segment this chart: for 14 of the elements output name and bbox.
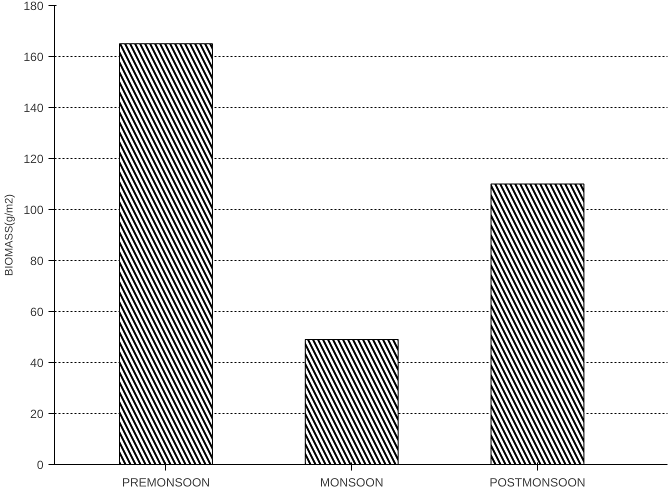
y-tick-label: 20 xyxy=(30,407,44,421)
y-tick-label: 180 xyxy=(23,0,44,13)
x-tick-label: POSTMONSOON xyxy=(489,476,586,490)
x-tick-label: PREMONSOON xyxy=(122,476,210,490)
y-tick-label: 120 xyxy=(23,152,44,166)
y-tick-label: 40 xyxy=(30,356,44,370)
x-tick-label: MONSOON xyxy=(320,476,384,490)
y-tick-label: 80 xyxy=(30,254,44,268)
y-tick-label: 0 xyxy=(36,458,44,472)
y-tick-label: 140 xyxy=(23,101,44,115)
y-tick-label: 100 xyxy=(23,203,44,217)
y-tick-label: 60 xyxy=(30,305,44,319)
y-axis-title: BIOMASS(g/m2) xyxy=(3,194,16,276)
y-tick-label: 160 xyxy=(23,50,44,64)
